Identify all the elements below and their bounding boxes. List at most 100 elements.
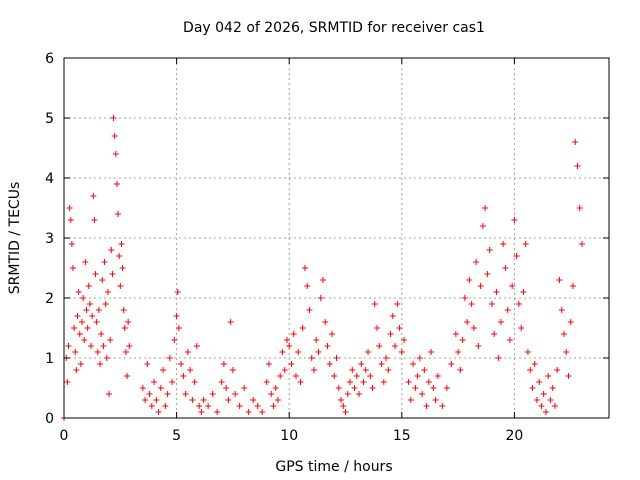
- data-point: [301, 265, 308, 271]
- data-point: [389, 313, 396, 319]
- data-point: [473, 259, 480, 265]
- data-point: [283, 337, 290, 343]
- data-point: [578, 241, 585, 247]
- data-point: [369, 385, 376, 391]
- data-point: [250, 397, 257, 403]
- data-point: [124, 373, 131, 379]
- data-point: [91, 217, 98, 223]
- y-tick-label: 0: [45, 411, 54, 427]
- y-tick-label: 3: [45, 231, 54, 247]
- data-point: [83, 307, 90, 313]
- data-point: [367, 373, 374, 379]
- data-point: [295, 349, 302, 355]
- data-point: [104, 289, 111, 295]
- data-point: [342, 409, 349, 415]
- data-point: [200, 397, 207, 403]
- data-point: [479, 223, 486, 229]
- data-point: [290, 331, 297, 337]
- data-point: [362, 367, 369, 373]
- data-point: [160, 367, 167, 373]
- data-point: [245, 409, 252, 415]
- data-point: [477, 283, 484, 289]
- data-point: [468, 301, 475, 307]
- data-point: [549, 385, 556, 391]
- data-point: [79, 319, 86, 325]
- data-point: [356, 391, 363, 397]
- data-point: [412, 385, 419, 391]
- data-point: [425, 379, 432, 385]
- y-tick-label: 5: [45, 111, 54, 127]
- data-point: [205, 403, 212, 409]
- data-point: [419, 391, 426, 397]
- data-point: [126, 343, 133, 349]
- data-point: [500, 241, 507, 247]
- x-axis-label: GPS time / hours: [275, 459, 392, 475]
- data-point: [88, 343, 95, 349]
- data-point: [180, 373, 187, 379]
- data-point: [196, 403, 203, 409]
- data-point: [565, 373, 572, 379]
- data-point: [495, 355, 502, 361]
- data-point: [455, 349, 462, 355]
- data-point: [432, 397, 439, 403]
- data-point: [64, 379, 71, 385]
- data-point: [92, 271, 99, 277]
- data-point: [529, 385, 536, 391]
- data-point: [319, 277, 326, 283]
- data-point: [506, 337, 513, 343]
- x-tick-label: 15: [393, 428, 411, 444]
- data-point: [396, 325, 403, 331]
- x-tick-label: 10: [280, 428, 298, 444]
- data-point: [106, 391, 113, 397]
- data-point: [554, 367, 561, 373]
- data-point: [378, 361, 385, 367]
- data-point: [268, 391, 275, 397]
- data-point: [365, 349, 372, 355]
- data-point: [102, 301, 109, 307]
- y-axis-label: SRMTID / TECUs: [7, 182, 23, 295]
- data-point: [531, 361, 538, 367]
- data-point: [72, 349, 79, 355]
- data-point: [110, 115, 117, 121]
- data-point: [416, 355, 423, 361]
- data-point: [394, 301, 401, 307]
- data-point: [560, 331, 567, 337]
- data-point: [331, 373, 338, 379]
- data-point: [220, 361, 227, 367]
- data-point: [174, 289, 181, 295]
- data-point: [392, 343, 399, 349]
- data-point: [288, 361, 295, 367]
- data-point: [122, 349, 129, 355]
- data-point: [81, 337, 88, 343]
- data-point: [423, 403, 430, 409]
- data-point: [457, 367, 464, 373]
- data-point: [538, 403, 545, 409]
- data-point: [119, 265, 126, 271]
- data-point: [259, 409, 266, 415]
- data-point: [101, 259, 108, 265]
- data-point: [545, 373, 552, 379]
- data-point: [513, 253, 520, 259]
- data-point: [542, 409, 549, 415]
- data-point: [169, 379, 176, 385]
- data-point: [263, 379, 270, 385]
- data-point: [139, 385, 146, 391]
- data-point: [111, 133, 118, 139]
- data-point: [315, 349, 322, 355]
- data-point: [191, 379, 198, 385]
- data-point: [109, 271, 116, 277]
- y-tick-label: 2: [45, 291, 54, 307]
- data-point: [157, 385, 164, 391]
- data-point: [189, 397, 196, 403]
- data-point: [340, 403, 347, 409]
- data-point: [125, 319, 132, 325]
- data-point: [178, 361, 185, 367]
- data-point: [574, 163, 581, 169]
- data-point: [89, 313, 96, 319]
- data-point: [121, 325, 128, 331]
- data-point: [155, 409, 162, 415]
- data-point: [511, 217, 518, 223]
- data-point: [171, 337, 178, 343]
- data-point: [407, 397, 414, 403]
- data-point: [547, 397, 554, 403]
